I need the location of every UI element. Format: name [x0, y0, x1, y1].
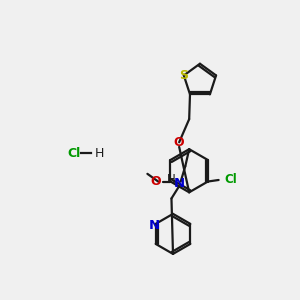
Text: N: N: [174, 177, 185, 190]
Text: N: N: [148, 219, 160, 232]
Text: Cl: Cl: [67, 146, 81, 160]
Text: S: S: [179, 69, 188, 82]
Text: O: O: [174, 136, 184, 149]
Text: H: H: [94, 146, 104, 160]
Text: O: O: [151, 175, 161, 188]
Text: H: H: [167, 173, 176, 186]
Text: Cl: Cl: [225, 173, 238, 187]
